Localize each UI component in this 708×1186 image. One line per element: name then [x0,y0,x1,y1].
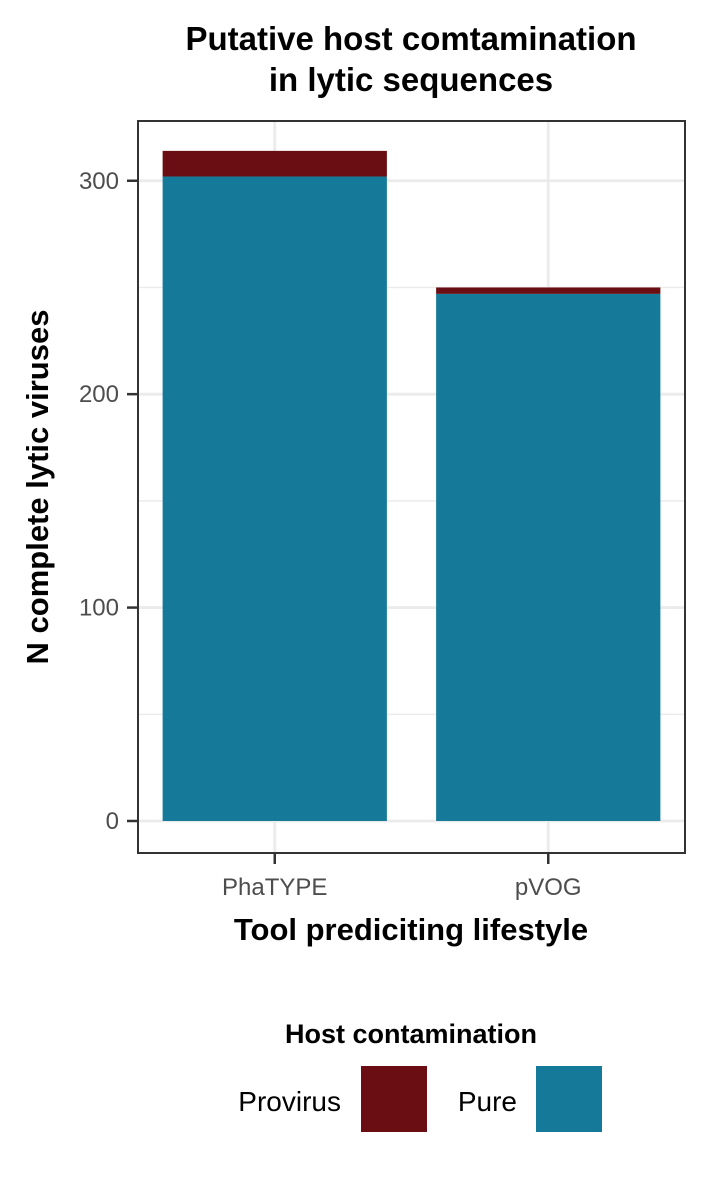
chart-title: Putative host comtamination in lytic seq… [185,20,636,98]
bar-provirus-phatype [162,150,387,177]
chart-title-line-1: Putative host comtamination [185,20,636,57]
y-axis: 0 100 200 300 [79,168,138,835]
y-tick-label: 200 [79,381,119,408]
x-axis: PhaTYPE pVOG [222,853,582,901]
legend-entries: Provirus Pure [238,1066,602,1132]
y-tick-label: 100 [79,595,119,622]
bar-pure-phatype [162,176,387,821]
x-tick-label-pvog: pVOG [515,874,582,901]
legend-label-pure: Pure [458,1086,517,1117]
legend-key-provirus [361,1066,427,1132]
y-tick-label: 300 [79,168,119,195]
panel-border [137,120,686,854]
chart-title-line-2: in lytic sequences [269,61,553,98]
y-axis-title: N complete lytic viruses [20,310,55,665]
legend-label-provirus: Provirus [238,1086,341,1117]
bars [162,150,661,821]
x-axis-title: Tool prediciting lifestyle [234,912,588,947]
bar-pure-pvog [436,293,661,821]
y-tick-label: 0 [106,808,119,835]
legend: Host contamination Provirus Pure [238,1019,602,1132]
x-tick-label-phatype: PhaTYPE [222,874,327,901]
bar-provirus-pvog [436,287,661,294]
legend-title: Host contamination [285,1019,537,1049]
legend-key-pure [536,1066,602,1132]
